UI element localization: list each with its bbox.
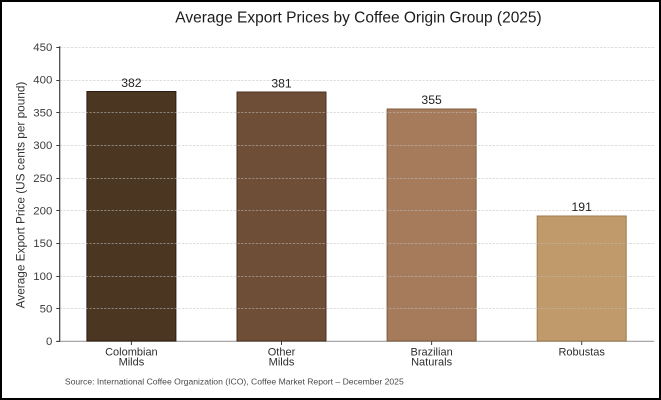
svg-text:50: 50: [40, 304, 53, 316]
svg-text:Robustas: Robustas: [558, 346, 605, 358]
svg-text:Naturals: Naturals: [411, 357, 452, 369]
svg-text:382: 382: [121, 76, 142, 90]
svg-text:400: 400: [33, 75, 52, 87]
svg-text:350: 350: [33, 107, 52, 119]
svg-text:150: 150: [33, 238, 52, 250]
svg-text:450: 450: [33, 42, 52, 54]
svg-text:Brazilian: Brazilian: [411, 346, 453, 358]
svg-text:Milds: Milds: [119, 357, 145, 369]
svg-text:Milds: Milds: [269, 357, 295, 369]
svg-text:381: 381: [271, 77, 292, 91]
svg-text:200: 200: [33, 206, 52, 218]
svg-text:Average Export Prices by Coffe: Average Export Prices by Coffee Origin G…: [175, 10, 541, 27]
svg-text:191: 191: [572, 200, 593, 214]
svg-text:300: 300: [33, 140, 52, 152]
svg-text:Colombian: Colombian: [105, 346, 158, 358]
svg-text:Source: International Coffee O: Source: International Coffee Organizatio…: [65, 377, 404, 387]
svg-text:0: 0: [46, 336, 52, 348]
svg-text:250: 250: [33, 173, 52, 185]
svg-text:Average Export Price (US cents: Average Export Price (US cents per pound…: [14, 82, 28, 309]
svg-text:100: 100: [33, 271, 52, 283]
svg-text:Other: Other: [268, 346, 296, 358]
svg-text:355: 355: [421, 93, 442, 107]
